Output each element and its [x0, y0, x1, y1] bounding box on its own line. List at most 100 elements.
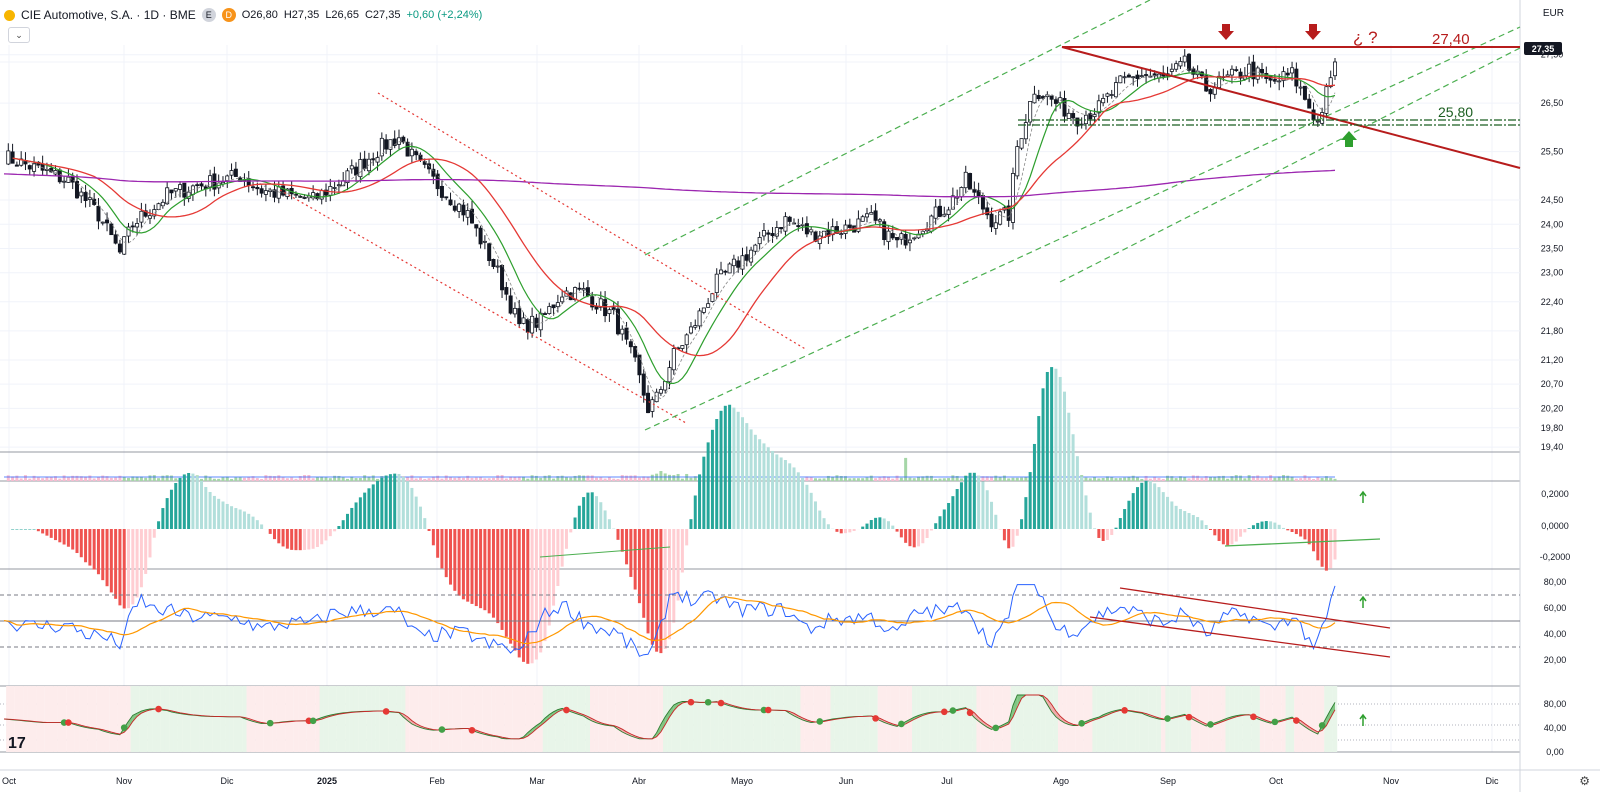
- candle-body: [362, 158, 367, 169]
- stoch-fill-area: [794, 713, 799, 719]
- candle-body: [1260, 68, 1265, 74]
- candle-body: [79, 191, 84, 197]
- osc-histogram-bar: [753, 434, 757, 529]
- osc-histogram-bar: [1037, 416, 1041, 529]
- volume-bar: [208, 477, 212, 481]
- candle-body: [109, 223, 114, 236]
- settings-gear-icon[interactable]: ⚙: [1579, 774, 1590, 788]
- candle-body: [190, 185, 195, 195]
- osc-histogram-bar: [350, 507, 354, 529]
- currency-label[interactable]: EUR: [1542, 8, 1564, 19]
- candle-body: [1328, 77, 1333, 88]
- stoch-background-band: [1178, 686, 1183, 752]
- osc-histogram-bar: [230, 506, 234, 529]
- volume-bar: [19, 478, 23, 481]
- volume-bar: [831, 476, 835, 481]
- price-tick-label: 24,00: [1541, 219, 1564, 229]
- volume-bar: [461, 477, 465, 481]
- candle-body: [1101, 98, 1106, 104]
- osc-histogram-bar: [1256, 522, 1260, 529]
- volume-bar: [1105, 476, 1109, 481]
- last-price-tag: [1524, 42, 1562, 55]
- stoch-background-band: [289, 686, 294, 752]
- osc-histogram-bar: [801, 477, 805, 529]
- osc-histogram-bar: [818, 510, 822, 529]
- volume-bar: [479, 477, 483, 481]
- volume-bar: [251, 476, 255, 481]
- volume-bar: [453, 477, 457, 481]
- open-value: O26,80: [241, 9, 278, 21]
- candle-body: [371, 158, 376, 161]
- stoch-fill-area: [1060, 716, 1065, 723]
- osc-histogram-bar: [1067, 412, 1071, 529]
- stoch-background-band: [36, 686, 41, 752]
- stoch-background-band: [796, 686, 801, 752]
- volume-bar: [534, 475, 538, 481]
- stoch-background-band: [109, 686, 114, 752]
- osc-histogram-bar: [1204, 525, 1208, 529]
- collapse-legend-button[interactable]: ⌄: [8, 27, 30, 43]
- descending-trend-line: [1061, 46, 1521, 169]
- stoch-background-band: [268, 686, 273, 752]
- osc-histogram-bar: [698, 474, 702, 529]
- osc-histogram-bar: [1135, 487, 1139, 529]
- high-value: H27,35: [283, 9, 320, 21]
- stoch-background-band: [611, 686, 616, 752]
- volume-bar: [1234, 475, 1238, 481]
- volume-bar: [947, 478, 951, 481]
- stoch-background-band: [1062, 686, 1067, 752]
- volume-bar: [96, 477, 100, 481]
- stoch-background-band: [1032, 686, 1037, 752]
- stoch-cross-dot: [155, 705, 162, 713]
- osc-histogram-bar: [582, 497, 586, 529]
- stoch-background-band: [894, 686, 900, 752]
- osc-histogram-bar: [779, 457, 783, 529]
- volume-bar: [1114, 478, 1118, 481]
- osc-histogram-bar: [440, 529, 444, 569]
- osc-histogram-bar: [891, 525, 895, 529]
- candle-body: [865, 213, 870, 218]
- stoch-background-band: [1199, 686, 1205, 752]
- osc-histogram-bar: [869, 520, 873, 529]
- stoch-fill-area: [982, 721, 988, 728]
- volume-bar: [1277, 476, 1281, 481]
- osc-histogram-bar: [964, 475, 968, 529]
- candle-body: [723, 270, 728, 273]
- volume-bar: [1294, 478, 1298, 481]
- stoch-fill-area: [1309, 726, 1314, 733]
- candle-body: [869, 212, 874, 215]
- candle-body: [1071, 113, 1076, 119]
- volume-bar: [1097, 478, 1101, 481]
- osc-histogram-bar: [272, 529, 276, 540]
- volume-bar: [45, 476, 49, 481]
- volume-bar: [1161, 478, 1165, 481]
- symbol-title[interactable]: CIE Automotive, S.A. · 1D · BME: [21, 8, 196, 22]
- price-tick-label: 19,80: [1541, 423, 1564, 433]
- osc-histogram-bar: [732, 407, 736, 529]
- candle-body: [147, 215, 152, 219]
- candle-body: [972, 189, 977, 193]
- stoch-background-band: [220, 686, 226, 752]
- volume-bar: [1273, 477, 1277, 481]
- osc-histogram-bar: [848, 529, 852, 533]
- osc-histogram-bar: [285, 529, 289, 549]
- volume-bar: [852, 478, 856, 481]
- candle-body: [96, 205, 101, 222]
- candle-body: [646, 392, 651, 414]
- stoch-background-band: [23, 686, 28, 752]
- stoch-background-band: [890, 686, 895, 752]
- downtrend-upper-line: [377, 92, 808, 351]
- osc-histogram-bar: [311, 529, 315, 549]
- volume-bar: [650, 474, 654, 481]
- candle-body: [620, 328, 625, 335]
- rsi-upper-trendline: [1119, 587, 1391, 629]
- candle-body: [500, 265, 505, 291]
- tradingview-logo-icon[interactable]: 17: [8, 735, 26, 752]
- osc-tick-label: -0,2000: [1540, 552, 1571, 562]
- candle-body: [435, 173, 440, 190]
- osc-support-line: [1224, 538, 1381, 547]
- osc-histogram-bar: [410, 487, 414, 529]
- stoch-background-band: [40, 686, 45, 752]
- osc-histogram-bar: [75, 529, 79, 554]
